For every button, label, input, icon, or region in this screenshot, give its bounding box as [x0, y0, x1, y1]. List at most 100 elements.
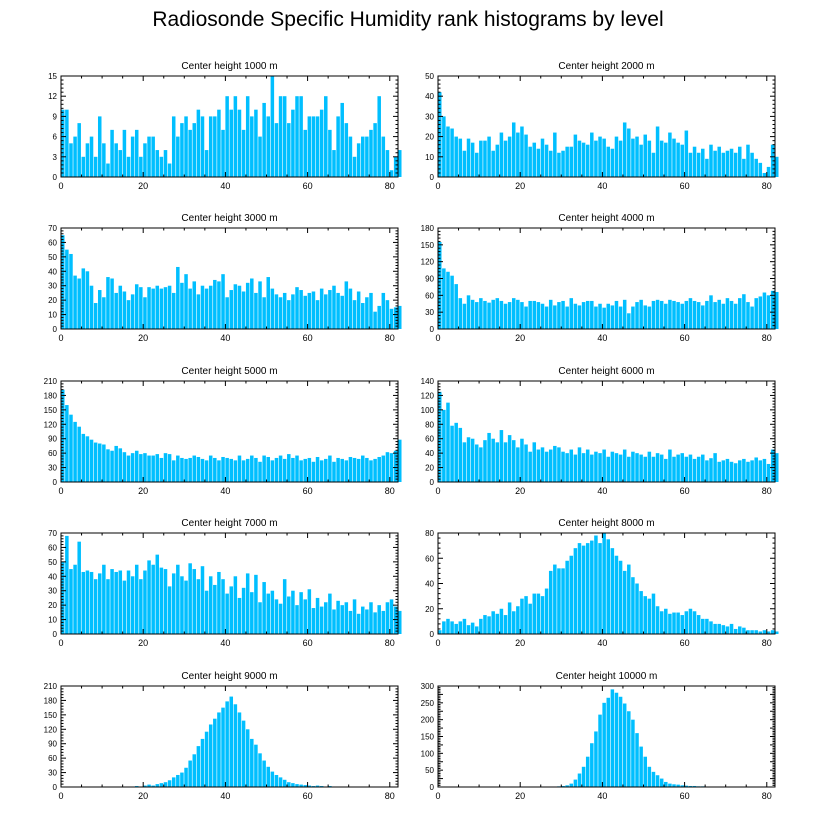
histogram-bar — [274, 294, 279, 329]
histogram-bar — [561, 568, 565, 634]
histogram-bar — [287, 596, 291, 634]
histogram-bar — [258, 136, 262, 177]
histogram-bar — [709, 621, 713, 635]
histogram-bar — [696, 152, 701, 177]
histogram-bar — [696, 456, 701, 482]
histogram-bar — [73, 275, 77, 329]
histogram-bar — [692, 300, 697, 329]
histogram-bar — [270, 771, 275, 787]
histogram-bar — [352, 300, 357, 329]
y-tick-label: 40 — [425, 449, 434, 458]
histogram-bar — [315, 785, 320, 787]
histogram-bar — [602, 702, 606, 787]
histogram-bar — [163, 453, 168, 482]
histogram-bar — [361, 606, 365, 634]
histogram-bar — [188, 760, 192, 787]
histogram-bar — [155, 150, 160, 177]
histogram-bar — [705, 300, 709, 329]
y-tick-label: 9 — [53, 112, 58, 121]
histogram-bar — [729, 300, 734, 329]
histogram-bar — [258, 753, 262, 787]
x-tick-label: 80 — [385, 638, 395, 648]
histogram-bar — [569, 298, 574, 329]
histogram-bar — [738, 626, 742, 634]
histogram-bar — [167, 586, 172, 634]
histogram-bar — [356, 458, 361, 482]
histogram-bar — [701, 454, 705, 482]
histogram-bar — [454, 422, 458, 482]
histogram-bar — [754, 457, 758, 482]
histogram-bar — [635, 302, 639, 329]
panel-4: Center height 4000 m 0 20 40 60 80 0 30 60 90 120 1… — [421, 213, 779, 343]
histogram-bar — [520, 126, 524, 177]
histogram-bar — [266, 593, 270, 634]
histogram-bar — [365, 457, 369, 482]
histogram-bar — [725, 626, 730, 634]
histogram-bar — [200, 738, 205, 787]
histogram-bar — [454, 623, 458, 634]
y-tick-label: 0 — [53, 173, 58, 182]
histogram-bar — [548, 299, 553, 329]
histogram-bar — [307, 589, 312, 634]
histogram-bar — [151, 785, 155, 787]
histogram-bar — [180, 457, 184, 482]
y-tick-label: 100 — [421, 749, 435, 758]
x-tick-label: 20 — [138, 638, 148, 648]
histogram-bar — [291, 783, 295, 787]
histogram-bar — [192, 281, 197, 329]
y-tick-label: 200 — [421, 716, 435, 725]
histogram-bar — [328, 455, 332, 482]
y-tick-label: 20 — [425, 133, 434, 142]
histogram-bar — [106, 449, 110, 482]
histogram-bar — [221, 707, 225, 787]
histogram-bar — [770, 290, 775, 329]
histogram-bar — [352, 599, 357, 634]
histogram-bar — [544, 306, 549, 329]
histogram-bar — [208, 576, 213, 634]
histogram-bar — [520, 438, 524, 482]
histogram-bar — [65, 405, 69, 482]
histogram-bar — [614, 555, 619, 635]
x-tick-label: 80 — [762, 333, 772, 343]
histogram-bar — [180, 576, 184, 634]
histogram-bar — [664, 458, 668, 482]
histogram-bar — [647, 140, 652, 177]
histogram-bar — [614, 300, 619, 329]
panel-title: Center height 1000 m — [181, 61, 277, 72]
histogram-bar — [713, 623, 717, 634]
histogram-bar — [89, 439, 94, 482]
histogram-bar — [655, 775, 660, 787]
histogram-bar — [254, 574, 258, 634]
histogram-bar — [237, 109, 242, 177]
histogram-bar — [462, 150, 467, 177]
histogram-bar — [295, 605, 299, 634]
histogram-bar — [503, 140, 508, 177]
histogram-bar — [639, 591, 643, 634]
histogram-bar — [775, 291, 779, 329]
histogram-bar — [365, 297, 369, 329]
histogram-bar — [122, 452, 127, 482]
y-tick-label: 15 — [48, 72, 57, 81]
histogram-bar — [631, 451, 635, 482]
histogram-bar — [618, 696, 623, 787]
y-tick-label: 20 — [48, 601, 57, 610]
histogram-bar — [134, 284, 139, 329]
histogram-bar — [775, 631, 779, 635]
histogram-bar — [668, 299, 672, 329]
histogram-bar — [213, 584, 217, 634]
histogram-bar — [233, 576, 238, 634]
histogram-bar — [725, 298, 730, 329]
x-tick-label: 80 — [762, 486, 772, 496]
histogram-bar — [540, 303, 545, 329]
histogram-bar — [479, 618, 483, 634]
panel-8: Center height 8000 m 0 20 40 60 80 0 20 40 60 80 — [425, 518, 779, 648]
histogram-bar — [705, 618, 709, 634]
histogram-bar — [73, 421, 77, 482]
histogram-bar — [85, 570, 90, 634]
histogram-bar — [208, 116, 213, 177]
y-tick-label: 90 — [48, 740, 57, 749]
histogram-bar — [81, 156, 86, 177]
histogram-bar — [573, 548, 578, 634]
y-tick-label: 50 — [48, 253, 57, 262]
histogram-bar — [81, 433, 86, 482]
